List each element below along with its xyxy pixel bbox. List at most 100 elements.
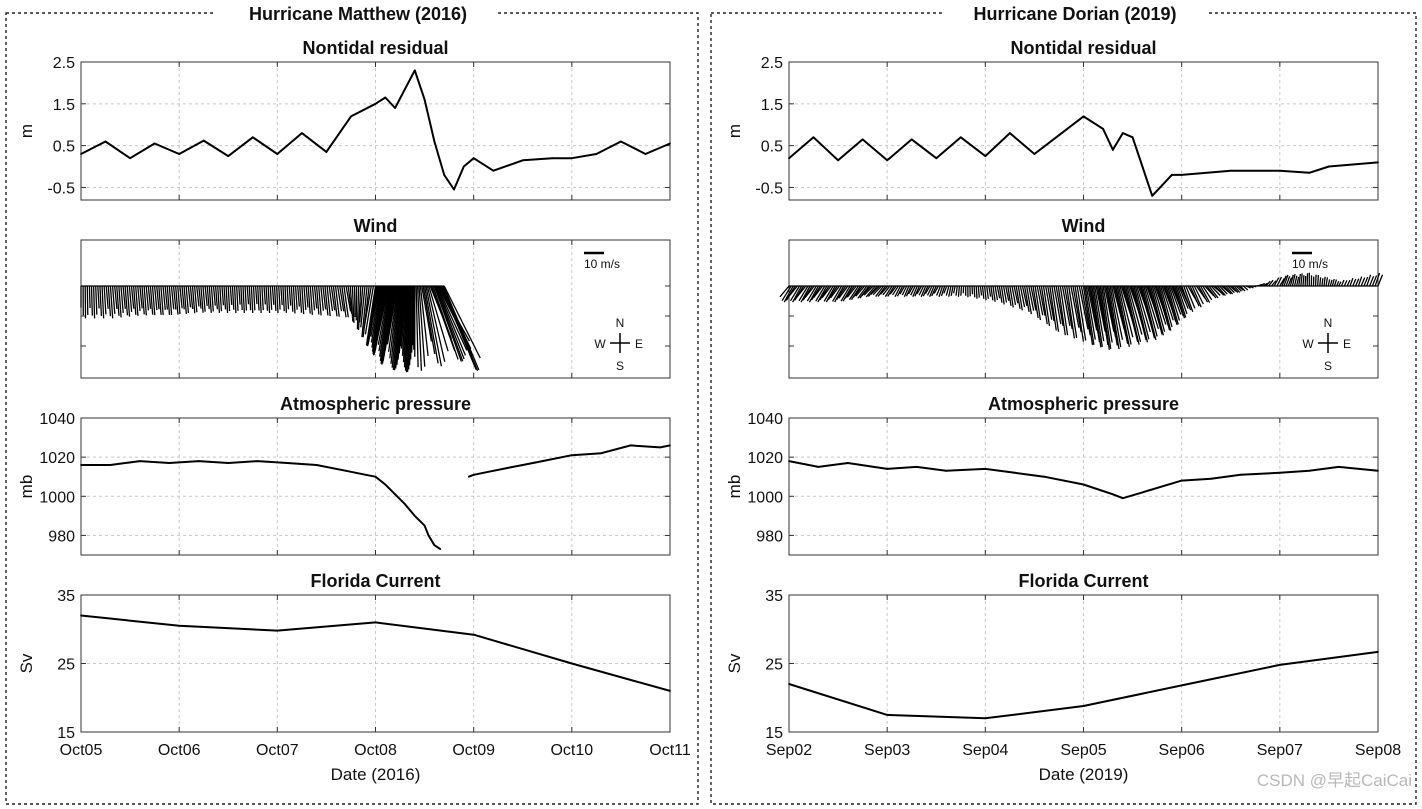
wind-stick bbox=[1140, 285, 1156, 339]
wind-stick bbox=[1333, 279, 1338, 287]
wind-stick bbox=[996, 285, 1001, 299]
wind-stick bbox=[857, 285, 868, 299]
data-point bbox=[256, 460, 259, 462]
wind-stick bbox=[1117, 285, 1132, 345]
wind-stick bbox=[960, 285, 963, 296]
wind-stick bbox=[259, 285, 262, 314]
wind-stick bbox=[1013, 285, 1019, 304]
wind-stick bbox=[1331, 278, 1335, 287]
wind-stick bbox=[257, 285, 260, 311]
wind-stick bbox=[294, 285, 298, 310]
y-tick-label: 2.5 bbox=[761, 55, 783, 72]
wind-scale-label: 10 m/s bbox=[1292, 257, 1328, 271]
wind-stick bbox=[1289, 274, 1294, 287]
data-point bbox=[197, 460, 200, 462]
wind-stick bbox=[1023, 285, 1030, 313]
wind-stick bbox=[415, 285, 419, 368]
wind-stick bbox=[1193, 285, 1204, 305]
wind-stick bbox=[796, 285, 807, 298]
wind-stick bbox=[836, 285, 847, 300]
wind-stick bbox=[916, 285, 923, 295]
wind-stick bbox=[940, 285, 946, 297]
data-point bbox=[570, 662, 573, 665]
wind-stick bbox=[910, 285, 916, 296]
wind-stick bbox=[369, 285, 382, 331]
wind-stick bbox=[132, 285, 137, 315]
wind-stick bbox=[204, 285, 208, 307]
wind-stick bbox=[935, 285, 942, 296]
wind-stick bbox=[313, 285, 318, 309]
data-point bbox=[374, 475, 377, 478]
wind-stick bbox=[347, 285, 353, 314]
wind-stick bbox=[1151, 285, 1166, 332]
wind-stick bbox=[1214, 285, 1225, 296]
wind-stick bbox=[370, 285, 383, 343]
wind-stick bbox=[267, 285, 271, 314]
wind-stick bbox=[301, 285, 305, 315]
wind-stick bbox=[1007, 285, 1012, 306]
x-axis-label: Date (2019) bbox=[1039, 765, 1129, 784]
data-point bbox=[227, 462, 230, 464]
wind-stick bbox=[894, 285, 902, 297]
wind-panel-title: Wind bbox=[1062, 216, 1106, 236]
wind-stick bbox=[389, 285, 400, 359]
wind-stick bbox=[365, 285, 377, 345]
wind-stick bbox=[442, 285, 479, 372]
data-point bbox=[109, 464, 112, 466]
wind-stick bbox=[808, 285, 820, 303]
wind-stick bbox=[280, 285, 283, 306]
wind-stick bbox=[1202, 285, 1213, 301]
wind-stick bbox=[817, 285, 828, 303]
wind-stick bbox=[855, 285, 866, 297]
wind-stick bbox=[1110, 285, 1124, 340]
wind-stick bbox=[423, 285, 439, 364]
wind-stick bbox=[827, 285, 838, 301]
wind-stick bbox=[1283, 274, 1289, 287]
wind-stick bbox=[1102, 285, 1113, 343]
data-point bbox=[1013, 471, 1016, 474]
wind-stick bbox=[823, 285, 834, 302]
wind-stick bbox=[986, 285, 989, 299]
wind-stick bbox=[175, 285, 179, 315]
wind-stick bbox=[401, 285, 408, 356]
x-tick-label: Sep05 bbox=[1060, 742, 1106, 759]
wind-stick bbox=[1219, 285, 1228, 295]
wind-stick bbox=[800, 285, 811, 303]
wind-stick bbox=[1099, 285, 1110, 350]
wind-stick bbox=[789, 285, 801, 302]
wind-stick bbox=[1349, 278, 1354, 287]
y-tick-label: 1000 bbox=[39, 489, 75, 506]
dorian-storm-title: Hurricane Dorian (2019) bbox=[973, 4, 1176, 24]
wind-stick bbox=[166, 285, 171, 316]
y-tick-label: 1000 bbox=[747, 489, 783, 506]
wind-stick bbox=[838, 285, 849, 299]
wind-stick bbox=[1265, 280, 1271, 287]
wind-stick bbox=[326, 285, 331, 317]
wind-stick bbox=[330, 285, 336, 311]
wind-stick bbox=[101, 285, 105, 319]
wind-stick bbox=[1357, 276, 1363, 287]
data-point bbox=[227, 155, 230, 158]
wind-stick bbox=[1085, 285, 1096, 340]
data-point bbox=[443, 174, 446, 176]
wind-stick bbox=[853, 285, 864, 298]
data-point bbox=[1278, 664, 1281, 666]
wind-stick bbox=[223, 285, 227, 310]
wind-stick bbox=[931, 285, 937, 297]
wind-stick bbox=[156, 285, 160, 310]
wind-stick bbox=[865, 285, 876, 298]
data-point bbox=[1377, 651, 1379, 653]
wind-stick bbox=[386, 285, 398, 345]
wind-stick bbox=[1229, 285, 1237, 292]
wind-stick bbox=[887, 285, 895, 297]
wind-stick bbox=[303, 285, 307, 311]
wind-stick bbox=[341, 285, 347, 318]
data-point bbox=[413, 515, 416, 517]
wind-stick bbox=[254, 285, 258, 305]
wind-stick bbox=[141, 285, 145, 315]
data-point bbox=[1082, 115, 1085, 118]
data-point bbox=[1112, 493, 1114, 496]
data-point bbox=[861, 138, 864, 141]
data-point bbox=[1121, 132, 1124, 135]
wind-stick bbox=[360, 285, 366, 328]
